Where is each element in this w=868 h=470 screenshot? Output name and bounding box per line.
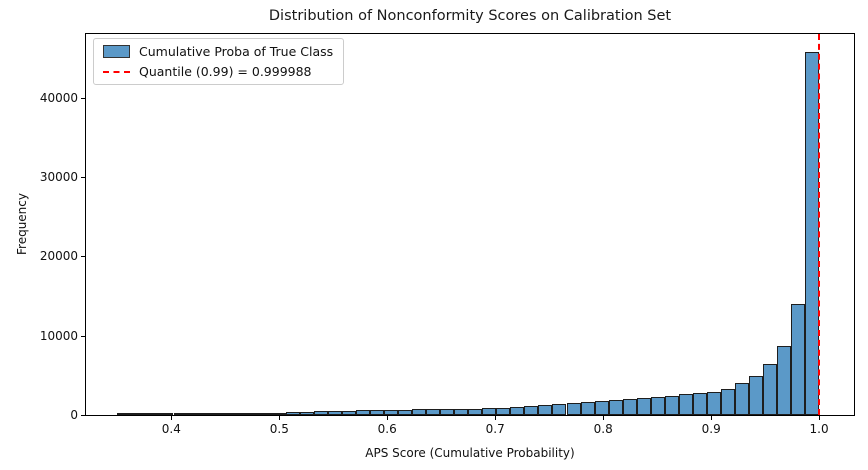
histogram-bar xyxy=(173,413,188,415)
histogram-bar xyxy=(355,410,370,415)
histogram-bar xyxy=(440,408,455,415)
histogram-bar xyxy=(426,409,441,415)
histogram-bar xyxy=(622,399,637,415)
histogram-bar xyxy=(341,410,356,415)
legend-label-histogram: Cumulative Proba of True Class xyxy=(139,44,334,59)
histogram-bar xyxy=(285,411,300,415)
x-tick-label: 0.6 xyxy=(377,422,397,436)
histogram-bar xyxy=(117,413,132,415)
y-tick-label: 0 xyxy=(70,408,78,422)
histogram-bar xyxy=(524,405,539,415)
histogram-bar xyxy=(692,393,707,415)
histogram-bar xyxy=(482,408,497,415)
histogram-bar xyxy=(271,412,286,415)
histogram-bar xyxy=(678,394,693,415)
legend: Cumulative Proba of True Class Quantile … xyxy=(93,38,345,85)
histogram-bar xyxy=(257,413,272,415)
y-tick-mark xyxy=(81,415,85,416)
y-tick-mark xyxy=(81,177,85,179)
histogram-bar xyxy=(398,409,412,415)
histogram-bar xyxy=(636,398,651,415)
x-tick-mark xyxy=(387,416,389,420)
histogram-bar xyxy=(313,411,328,415)
x-tick-mark xyxy=(711,416,713,420)
legend-dashed-line-icon xyxy=(103,70,130,73)
histogram-bar xyxy=(201,413,216,415)
histogram-bar xyxy=(496,407,511,415)
x-axis-label: APS Score (Cumulative Probability) xyxy=(365,446,575,460)
x-tick-label: 0.7 xyxy=(485,422,505,436)
histogram-bar xyxy=(454,408,469,415)
x-tick-label: 1.0 xyxy=(809,422,829,436)
legend-item-quantile: Quantile (0.99) = 0.999988 xyxy=(103,64,333,79)
histogram-bar xyxy=(468,408,483,415)
chart-title: Distribution of Nonconformity Scores on … xyxy=(268,8,672,24)
histogram-bar xyxy=(791,304,806,415)
y-tick-mark xyxy=(81,97,85,99)
y-tick-label: 10000 xyxy=(39,328,78,343)
histogram-bar xyxy=(748,376,763,415)
x-tick-label: 0.4 xyxy=(161,422,181,436)
histogram-bar xyxy=(805,51,820,415)
y-tick-label: 20000 xyxy=(39,249,78,264)
histogram-bar xyxy=(706,391,721,415)
x-tick-mark xyxy=(171,416,173,420)
histogram-bar xyxy=(594,400,609,415)
histogram-bar xyxy=(327,411,342,415)
legend-label-quantile: Quantile (0.99) = 0.999988 xyxy=(139,64,312,79)
x-tick-label: 0.5 xyxy=(269,422,289,436)
histogram-bar xyxy=(608,399,623,415)
histogram-bar xyxy=(243,413,258,415)
x-tick-mark xyxy=(603,416,605,420)
histogram-bar xyxy=(720,388,735,415)
quantile-line xyxy=(818,34,821,415)
x-tick-label: 0.9 xyxy=(701,422,721,436)
legend-item-histogram: Cumulative Proba of True Class xyxy=(103,44,333,59)
y-tick-mark xyxy=(81,335,85,337)
histogram-bar xyxy=(159,413,174,415)
histogram-bar xyxy=(580,401,595,415)
histogram-bar xyxy=(664,395,679,415)
histogram-bar xyxy=(145,413,160,415)
y-tick-mark xyxy=(81,256,85,258)
x-tick-mark xyxy=(819,416,821,420)
x-tick-mark xyxy=(495,416,497,420)
histogram-bar xyxy=(370,410,384,415)
histogram-bar xyxy=(552,403,567,415)
histogram-bar xyxy=(734,383,749,415)
histogram-bar xyxy=(229,413,244,415)
histogram-bar xyxy=(131,413,146,415)
histogram-bar xyxy=(187,413,202,415)
y-tick-label: 30000 xyxy=(39,170,78,185)
histogram-bar xyxy=(215,413,230,415)
plot-area: Cumulative Proba of True Class Quantile … xyxy=(85,33,855,416)
x-tick-label: 0.8 xyxy=(593,422,613,436)
histogram-bar xyxy=(412,409,427,415)
x-tick-mark xyxy=(279,416,281,420)
histogram-bar xyxy=(650,396,665,415)
histogram-bar xyxy=(299,411,314,415)
histogram-bar xyxy=(763,363,777,415)
histogram-bar xyxy=(538,404,553,415)
histogram-bar xyxy=(384,409,398,415)
histogram-bar xyxy=(777,346,791,415)
histogram-bar xyxy=(566,402,581,415)
legend-histogram-patch-icon xyxy=(103,45,130,58)
y-axis-label: Frequency xyxy=(15,193,29,255)
histogram-bar xyxy=(510,406,525,415)
y-tick-label: 40000 xyxy=(39,90,78,105)
